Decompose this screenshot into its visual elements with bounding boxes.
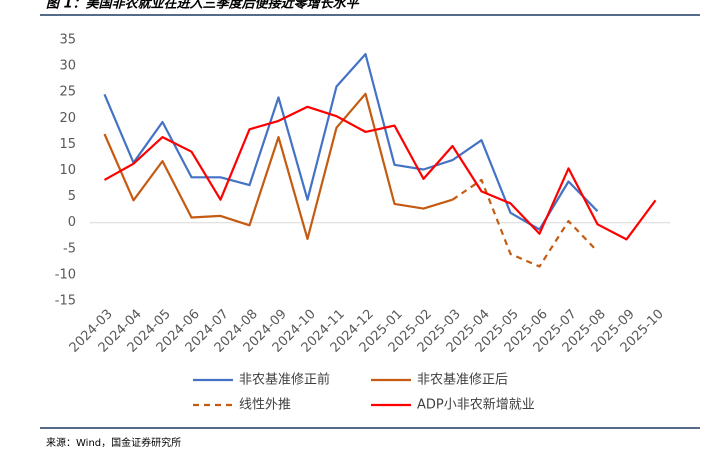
- chart-title: 图 1：美国非农就业在进入三季度后便接近零增长水平: [46, 0, 361, 12]
- y-tick-label: 10: [59, 163, 76, 178]
- y-tick-label: 5: [68, 189, 76, 204]
- y-tick-label: 35: [59, 33, 76, 48]
- y-tick-label: -15: [55, 294, 76, 309]
- legend-label: 线性外推: [239, 398, 291, 413]
- legend-label: ADP小非农新增就业: [417, 397, 535, 413]
- y-tick-label: 15: [59, 137, 76, 152]
- y-tick-label: 20: [59, 111, 76, 126]
- y-tick-label: -5: [63, 241, 76, 256]
- legend-label: 非农基准修正后: [417, 373, 508, 388]
- series-line: [103, 53, 599, 231]
- source: 来源：Wind，国金证券研究所: [46, 436, 181, 449]
- y-tick-label: -10: [55, 267, 76, 282]
- series-line: [103, 105, 657, 241]
- y-tick-label: 25: [59, 85, 76, 100]
- series-line: [103, 92, 453, 240]
- legend-label: 非农基准修正前: [239, 372, 330, 388]
- y-tick-label: 0: [68, 215, 76, 230]
- y-tick-label: 30: [59, 59, 76, 74]
